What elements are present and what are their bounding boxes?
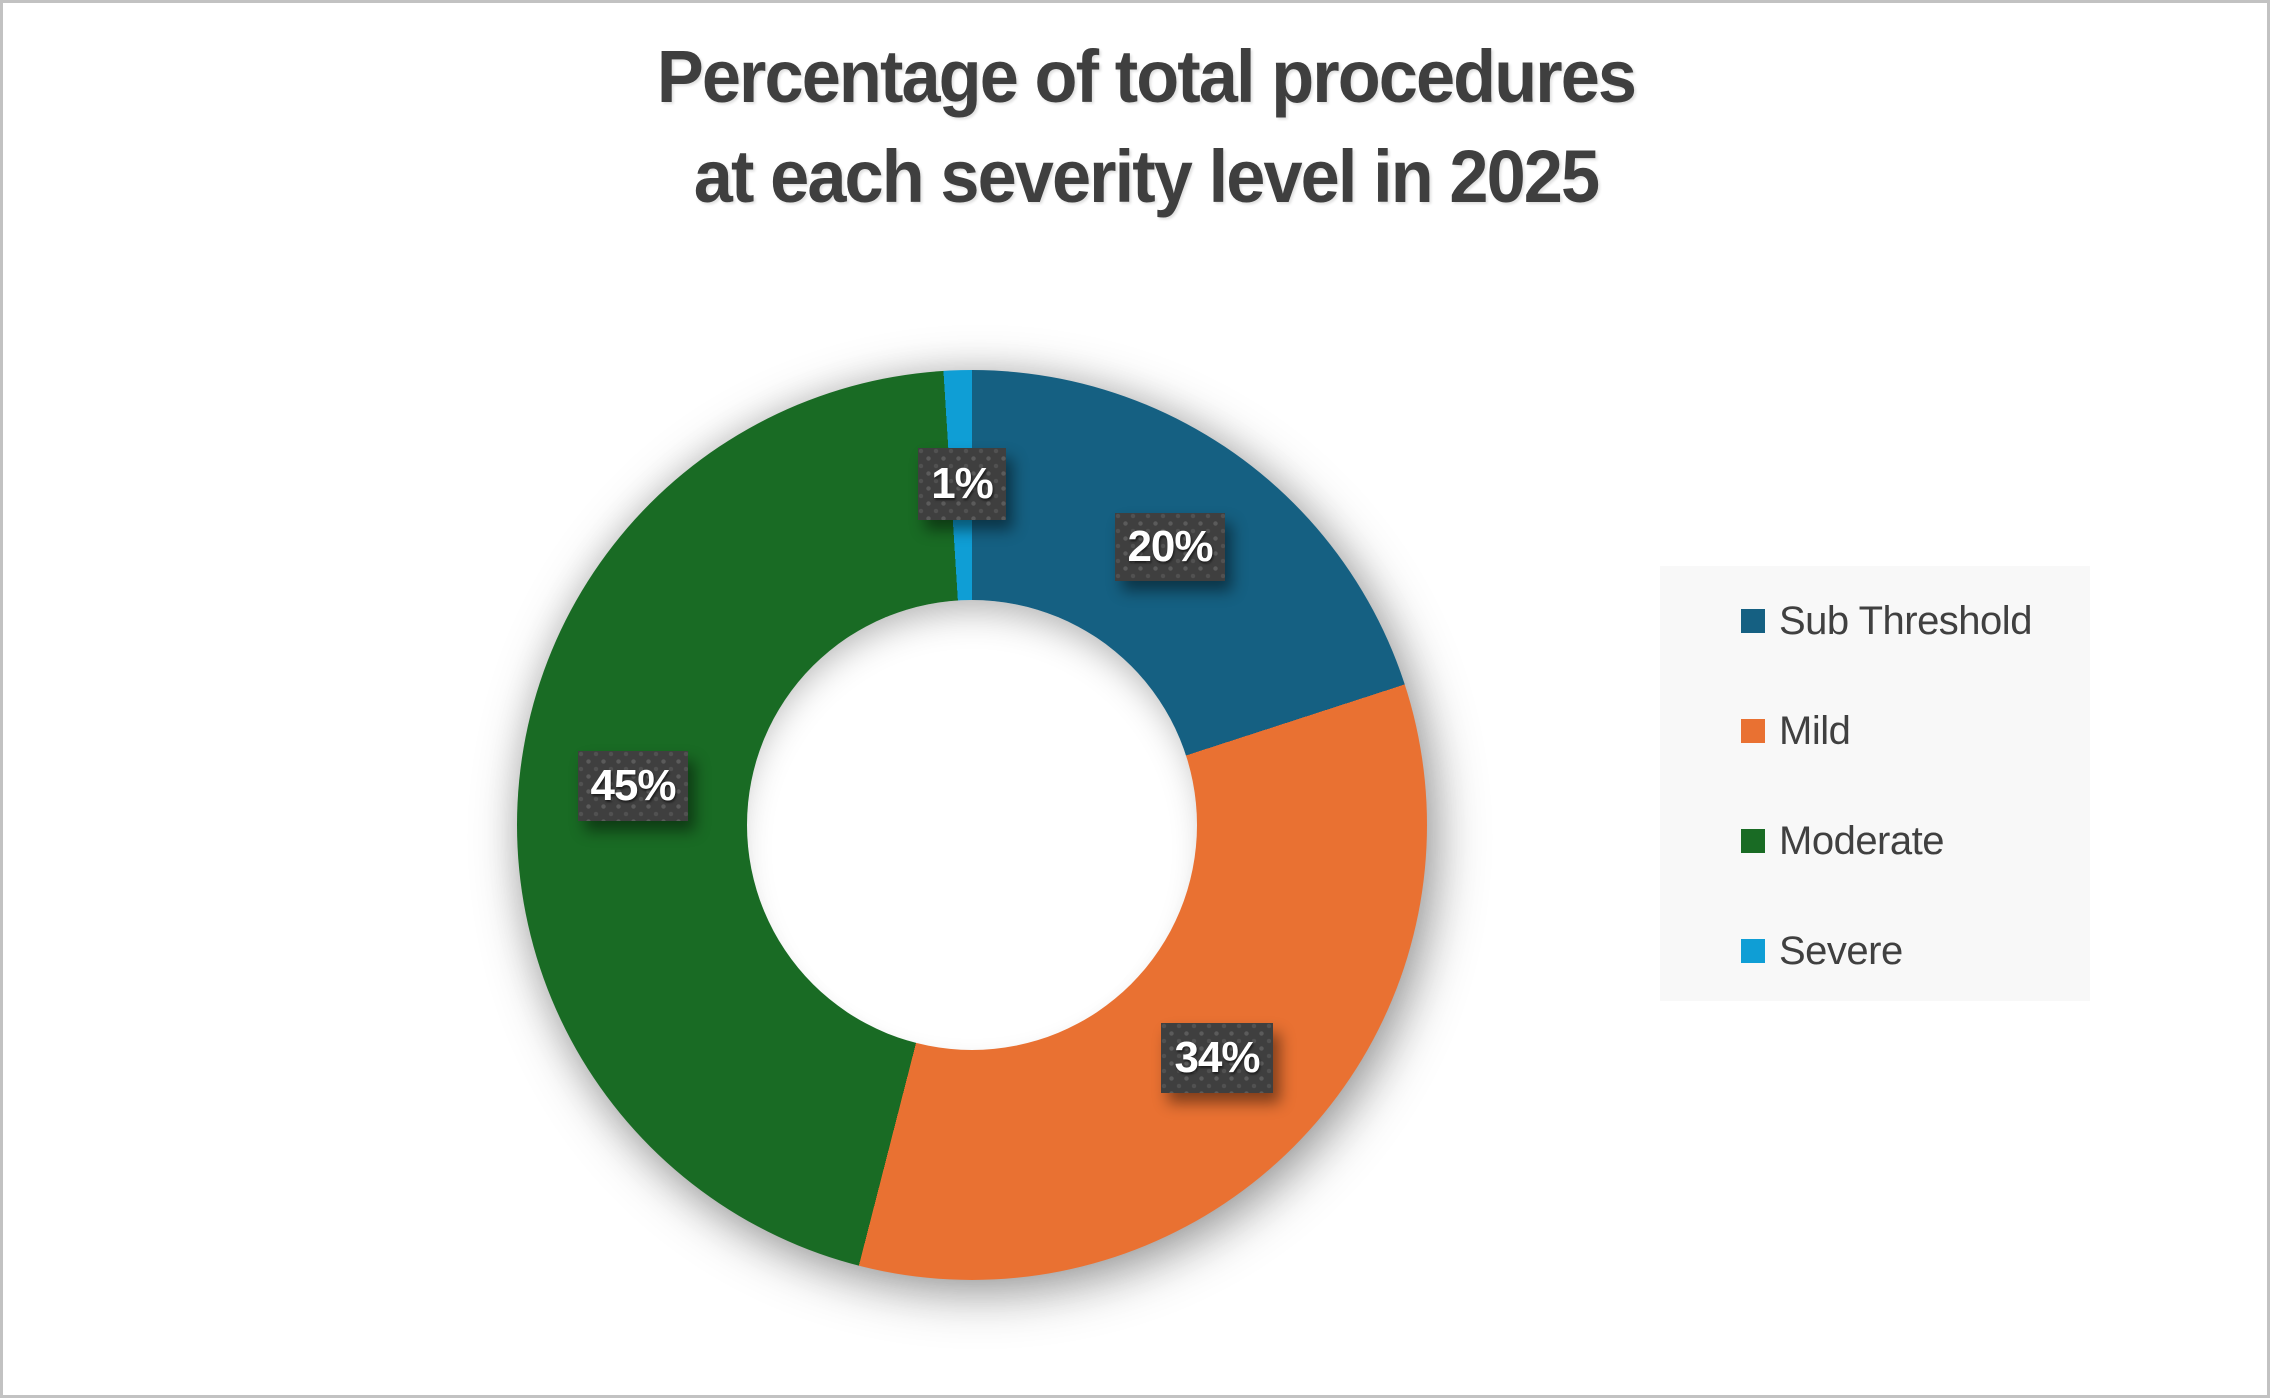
- data-label-severe: 1%: [918, 448, 1006, 520]
- data-label-moderate: 45%: [578, 751, 688, 821]
- legend-swatch-icon: [1741, 829, 1765, 853]
- donut-hole: [747, 600, 1197, 1050]
- legend-item-severe: Severe: [1741, 928, 2090, 974]
- legend-item-moderate: Moderate: [1741, 818, 2090, 864]
- legend-swatch-icon: [1741, 609, 1765, 633]
- legend-label: Moderate: [1779, 818, 1944, 863]
- legend-swatch-icon: [1741, 939, 1765, 963]
- chart-title: Percentage of total procedures at each s…: [71, 27, 2222, 227]
- data-label-mild: 34%: [1161, 1023, 1273, 1093]
- legend-label: Mild: [1779, 708, 1851, 753]
- legend-swatch-icon: [1741, 719, 1765, 743]
- chart-title-line2: at each severity level in 2025: [693, 135, 1600, 218]
- legend: Sub Threshold Mild Moderate Severe: [1660, 566, 2090, 1001]
- legend-item-sub-threshold: Sub Threshold: [1741, 598, 2090, 644]
- data-label-sub-threshold: 20%: [1115, 513, 1225, 581]
- legend-label: Sub Threshold: [1779, 598, 2032, 643]
- legend-label: Severe: [1779, 928, 1903, 973]
- chart-title-line1: Percentage of total procedures: [656, 35, 1637, 118]
- legend-item-mild: Mild: [1741, 708, 2090, 754]
- donut-chart: [517, 370, 1427, 1280]
